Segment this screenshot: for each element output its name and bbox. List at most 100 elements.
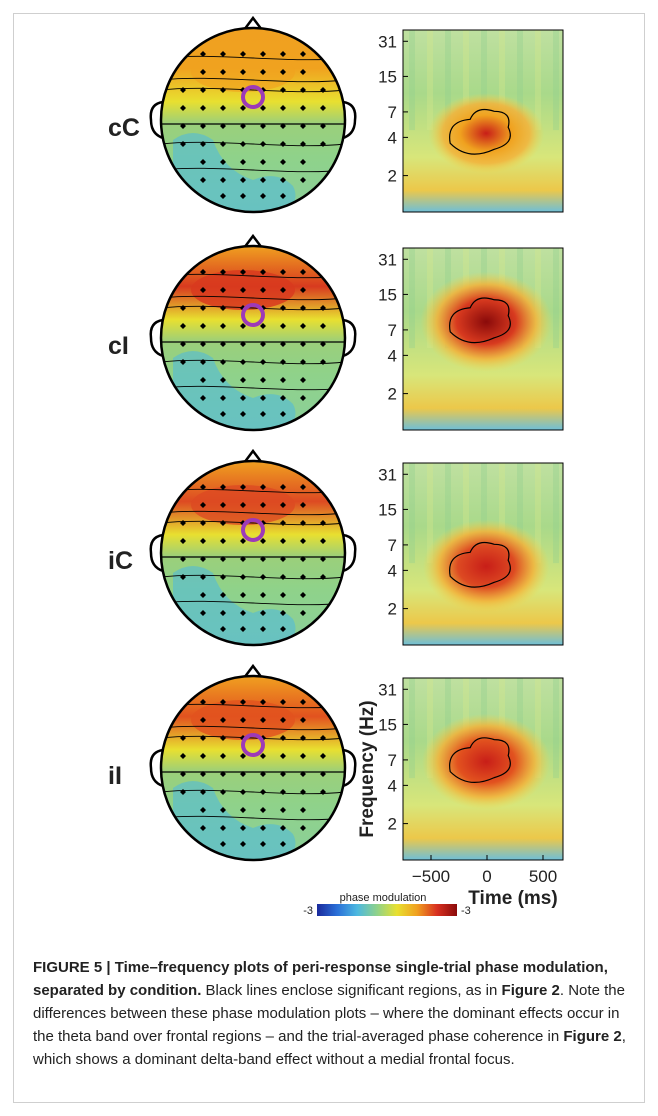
time-tick-label: 500 xyxy=(529,867,557,886)
scalp-electrode xyxy=(280,520,286,526)
scalp-electrode xyxy=(280,538,286,544)
freq-tick-label: 15 xyxy=(378,500,397,519)
scalp-electrode xyxy=(300,69,306,75)
scalp-electrode xyxy=(260,411,266,417)
scalp-electrode xyxy=(220,123,226,129)
scalp-electrode xyxy=(260,159,266,165)
caption-figure-ref-1: Figure 2 xyxy=(501,982,560,999)
tf-streak xyxy=(535,463,541,564)
scalp-electrode xyxy=(200,789,206,795)
scalp-contour xyxy=(161,815,345,821)
scalp-electrode xyxy=(180,574,186,580)
tf-plot-frame xyxy=(402,29,564,213)
scalp-electrode xyxy=(300,789,306,795)
scalp-electrode xyxy=(280,193,286,199)
scalp-electrode xyxy=(300,538,306,544)
electrode-marker-circle xyxy=(241,303,265,327)
scalp-electrode xyxy=(300,159,306,165)
scalp-electrode xyxy=(220,193,226,199)
tf-streak xyxy=(553,30,559,131)
scalp-electrode xyxy=(280,807,286,813)
scalp-contour xyxy=(161,600,345,606)
scalp-contour xyxy=(161,574,345,580)
scalp-electrode xyxy=(280,841,286,847)
scalp-electrode xyxy=(320,789,326,795)
scalp-electrode xyxy=(180,123,186,129)
electrode-marker-circle xyxy=(241,85,265,109)
freq-tick-label: 2 xyxy=(388,167,397,186)
scalp-electrode xyxy=(280,305,286,311)
scalp-nose xyxy=(243,15,263,31)
tf-streak xyxy=(499,30,505,131)
scalp-electrode xyxy=(220,377,226,383)
scalp-contour xyxy=(161,77,345,83)
tf-streak xyxy=(409,30,415,131)
scalp-electrode xyxy=(280,753,286,759)
scalp-electrode xyxy=(260,341,266,347)
scalp-electrode xyxy=(240,574,246,580)
scalp-electrode xyxy=(320,141,326,147)
scalp-electrode xyxy=(220,395,226,401)
tf-significance-contour xyxy=(449,297,511,344)
tf-streak xyxy=(409,248,415,349)
tf-streak xyxy=(481,463,487,564)
scalp-electrode xyxy=(300,395,306,401)
scalp-electrode xyxy=(280,269,286,275)
scalp-electrode xyxy=(220,177,226,183)
scalp-electrode xyxy=(260,556,266,562)
scalp-ear-right xyxy=(342,100,357,140)
scalp-contour xyxy=(161,87,345,93)
scalp-electrode xyxy=(260,789,266,795)
scalp-electrode xyxy=(300,735,306,741)
scalp-electrode xyxy=(180,556,186,562)
scalp-electrode xyxy=(260,193,266,199)
scalp-electrode xyxy=(200,69,206,75)
scalp-electrode xyxy=(280,177,286,183)
tf-streak xyxy=(463,30,469,131)
scalp-electrode xyxy=(260,105,266,111)
scalp-electrode xyxy=(240,626,246,632)
scalp-electrode xyxy=(320,305,326,311)
scalp-electrode xyxy=(240,159,246,165)
freq-tick-label: 2 xyxy=(388,600,397,619)
scalp-electrode xyxy=(180,753,186,759)
tf-plot-frame xyxy=(402,677,564,861)
scalp-electrode xyxy=(220,699,226,705)
scalp-electrode xyxy=(320,771,326,777)
tf-plot xyxy=(403,30,563,212)
scalp-electrode xyxy=(260,484,266,490)
colorbar: phase modulation -3 -3 xyxy=(303,892,471,917)
electrode-marker-circle xyxy=(241,733,265,757)
scalp-electrode xyxy=(300,177,306,183)
scalp-electrode xyxy=(260,123,266,129)
scalp-electrode xyxy=(320,123,326,129)
colorbar-gradient xyxy=(317,904,457,916)
scalp-electrode xyxy=(320,323,326,329)
scalp-electrode xyxy=(200,87,206,93)
scalp-electrode xyxy=(240,538,246,544)
tf-effect-blob xyxy=(420,271,553,372)
time-axis-label: Time (ms) xyxy=(468,888,557,909)
scalp-electrode xyxy=(180,538,186,544)
tf-streak xyxy=(427,30,433,131)
scalp-electrode xyxy=(200,269,206,275)
scalp-electrode xyxy=(300,305,306,311)
scalp-electrode xyxy=(300,574,306,580)
scalp-electrode xyxy=(240,592,246,598)
tf-streak xyxy=(553,678,559,779)
scalp-electrode xyxy=(180,323,186,329)
caption-figure-ref-2: Figure 2 xyxy=(563,1028,622,1045)
tf-effect-blob xyxy=(422,519,550,613)
scalp-electrode xyxy=(260,626,266,632)
scalp-ear-left xyxy=(149,318,164,358)
scalp-electrode xyxy=(240,287,246,293)
scalp-nose xyxy=(243,233,263,249)
freq-tick-label: 4 xyxy=(388,561,397,580)
tf-effect-blob xyxy=(422,713,551,810)
freq-tick-label: 7 xyxy=(388,751,397,770)
tf-streak xyxy=(499,463,505,564)
scalp-electrode xyxy=(300,520,306,526)
scalp-electrode xyxy=(300,359,306,365)
time-tick-label: −500 xyxy=(412,867,450,886)
scalp-electrode xyxy=(260,395,266,401)
